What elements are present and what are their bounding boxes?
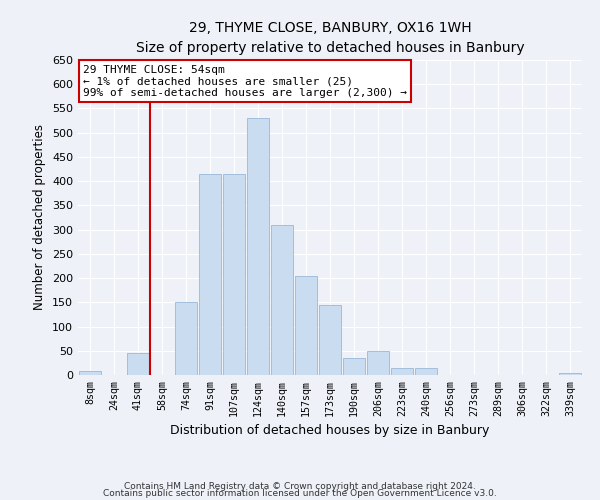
Text: 29 THYME CLOSE: 54sqm
← 1% of detached houses are smaller (25)
99% of semi-detac: 29 THYME CLOSE: 54sqm ← 1% of detached h… <box>83 64 407 98</box>
Bar <box>319 304 341 375</box>
Bar <box>559 372 581 375</box>
Bar <box>391 368 413 375</box>
Bar <box>199 174 221 375</box>
Y-axis label: Number of detached properties: Number of detached properties <box>34 124 46 310</box>
Bar <box>367 351 389 375</box>
Bar <box>271 225 293 375</box>
Bar <box>415 368 437 375</box>
Text: Contains public sector information licensed under the Open Government Licence v3: Contains public sector information licen… <box>103 490 497 498</box>
Bar <box>79 371 101 375</box>
X-axis label: Distribution of detached houses by size in Banbury: Distribution of detached houses by size … <box>170 424 490 437</box>
Title: 29, THYME CLOSE, BANBURY, OX16 1WH
Size of property relative to detached houses : 29, THYME CLOSE, BANBURY, OX16 1WH Size … <box>136 21 524 54</box>
Bar <box>223 174 245 375</box>
Bar <box>127 353 149 375</box>
Bar <box>175 302 197 375</box>
Bar <box>295 276 317 375</box>
Bar <box>247 118 269 375</box>
Text: Contains HM Land Registry data © Crown copyright and database right 2024.: Contains HM Land Registry data © Crown c… <box>124 482 476 491</box>
Bar <box>343 358 365 375</box>
